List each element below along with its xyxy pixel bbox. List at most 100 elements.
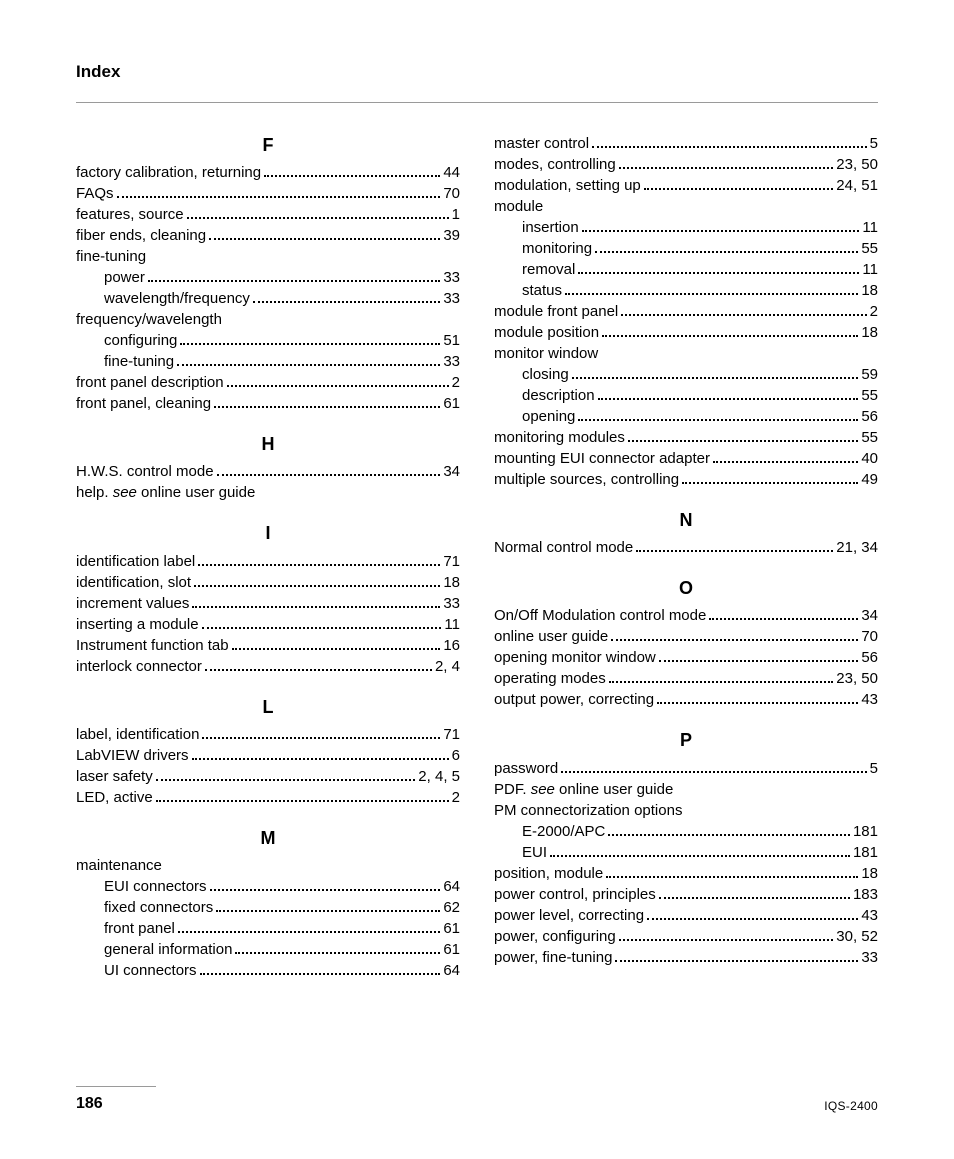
leader-dots bbox=[657, 702, 858, 704]
entry-term: module front panel bbox=[494, 301, 618, 322]
entry-page: 40 bbox=[861, 448, 878, 469]
entry-page: 11 bbox=[444, 614, 460, 635]
index-entry: maintenance bbox=[76, 855, 460, 876]
leader-dots bbox=[578, 272, 859, 274]
leader-dots bbox=[609, 681, 834, 683]
entry-page: 62 bbox=[443, 897, 460, 918]
entry-page: 71 bbox=[443, 551, 460, 572]
entry-term: modes, controlling bbox=[494, 154, 616, 175]
entry-page: 44 bbox=[443, 162, 460, 183]
leader-dots bbox=[232, 648, 441, 650]
entry-page: 33 bbox=[861, 947, 878, 968]
entry-page: 34 bbox=[861, 605, 878, 626]
leader-dots bbox=[192, 758, 449, 760]
index-entry: password5 bbox=[494, 758, 878, 779]
leader-dots bbox=[180, 343, 440, 345]
entry-page: 56 bbox=[861, 406, 878, 427]
leader-dots bbox=[565, 293, 858, 295]
entry-page: 70 bbox=[861, 626, 878, 647]
entry-term: EUI bbox=[522, 842, 547, 863]
entry-term: frequency/wavelength bbox=[76, 309, 222, 330]
index-entry: EUI181 bbox=[494, 842, 878, 863]
leader-dots bbox=[156, 779, 416, 781]
index-entry: UI connectors64 bbox=[76, 960, 460, 981]
index-entry: fine-tuning33 bbox=[76, 351, 460, 372]
leader-dots bbox=[602, 335, 858, 337]
entry-term: power, fine-tuning bbox=[494, 947, 612, 968]
entry-term: power bbox=[104, 267, 145, 288]
entry-page: 56 bbox=[861, 647, 878, 668]
index-entry: PDF. see online user guide bbox=[494, 779, 878, 800]
entry-term: monitoring bbox=[522, 238, 592, 259]
index-entry: help. see online user guide bbox=[76, 482, 460, 503]
leader-dots bbox=[550, 855, 850, 857]
entry-page: 71 bbox=[443, 724, 460, 745]
entry-term: power level, correcting bbox=[494, 905, 644, 926]
index-entry: modes, controlling23, 50 bbox=[494, 154, 878, 175]
entry-term: removal bbox=[522, 259, 575, 280]
entry-term: modulation, setting up bbox=[494, 175, 641, 196]
entry-term: power, configuring bbox=[494, 926, 616, 947]
leader-dots bbox=[253, 301, 440, 303]
entry-term: inserting a module bbox=[76, 614, 199, 635]
entry-page: 5 bbox=[870, 133, 878, 154]
index-entry: module bbox=[494, 196, 878, 217]
entry-term: front panel, cleaning bbox=[76, 393, 211, 414]
entry-term: description bbox=[522, 385, 595, 406]
index-entry: master control5 bbox=[494, 133, 878, 154]
entry-page: 55 bbox=[861, 385, 878, 406]
entry-page: 2 bbox=[452, 787, 460, 808]
index-entry: operating modes23, 50 bbox=[494, 668, 878, 689]
entry-term: fine-tuning bbox=[104, 351, 174, 372]
index-entry: wavelength/frequency33 bbox=[76, 288, 460, 309]
entry-term: front panel bbox=[104, 918, 175, 939]
entry-term: interlock connector bbox=[76, 656, 202, 677]
page-title: Index bbox=[76, 62, 878, 82]
entry-term: factory calibration, returning bbox=[76, 162, 261, 183]
leader-dots bbox=[202, 737, 440, 739]
entry-page: 24, 51 bbox=[836, 175, 878, 196]
index-entry: EUI connectors64 bbox=[76, 876, 460, 897]
entry-term: configuring bbox=[104, 330, 177, 351]
entry-page: 55 bbox=[861, 427, 878, 448]
index-entry: increment values33 bbox=[76, 593, 460, 614]
index-entry: fine-tuning bbox=[76, 246, 460, 267]
section-letter: F bbox=[76, 133, 460, 158]
entry-page: 43 bbox=[861, 689, 878, 710]
section-letter: L bbox=[76, 695, 460, 720]
index-entry: identification, slot18 bbox=[76, 572, 460, 593]
leader-dots bbox=[192, 606, 440, 608]
leader-dots bbox=[592, 146, 867, 148]
entry-term: Normal control mode bbox=[494, 537, 633, 558]
leader-dots bbox=[595, 251, 858, 253]
leader-dots bbox=[636, 550, 833, 552]
index-entry: power level, correcting43 bbox=[494, 905, 878, 926]
leader-dots bbox=[582, 230, 860, 232]
index-entry: Normal control mode21, 34 bbox=[494, 537, 878, 558]
index-entry: frequency/wavelength bbox=[76, 309, 460, 330]
leader-dots bbox=[235, 952, 440, 954]
leader-dots bbox=[561, 771, 866, 773]
entry-page: 61 bbox=[443, 393, 460, 414]
leader-dots bbox=[606, 876, 858, 878]
section-letter: M bbox=[76, 826, 460, 851]
entry-term: fixed connectors bbox=[104, 897, 213, 918]
leader-dots bbox=[156, 800, 449, 802]
leader-dots bbox=[578, 419, 858, 421]
index-entry: fiber ends, cleaning39 bbox=[76, 225, 460, 246]
index-entry: Instrument function tab16 bbox=[76, 635, 460, 656]
leader-dots bbox=[210, 889, 441, 891]
entry-term: monitoring modules bbox=[494, 427, 625, 448]
entry-term: EUI connectors bbox=[104, 876, 207, 897]
entry-term: multiple sources, controlling bbox=[494, 469, 679, 490]
index-entry: closing59 bbox=[494, 364, 878, 385]
entry-term: module position bbox=[494, 322, 599, 343]
section-letter: O bbox=[494, 576, 878, 601]
index-entry: power33 bbox=[76, 267, 460, 288]
leader-dots bbox=[178, 931, 440, 933]
entry-page: 23, 50 bbox=[836, 668, 878, 689]
leader-dots bbox=[194, 585, 440, 587]
index-entry: front panel description2 bbox=[76, 372, 460, 393]
leader-dots bbox=[148, 280, 440, 282]
leader-dots bbox=[227, 385, 449, 387]
